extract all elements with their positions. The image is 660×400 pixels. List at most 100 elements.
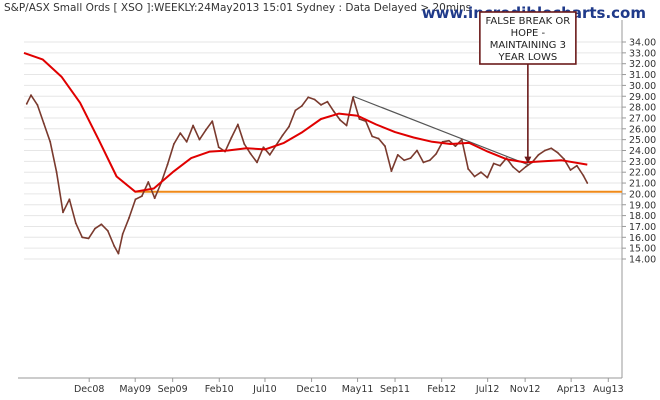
annotation-text: HOPE - xyxy=(511,28,546,39)
price-point xyxy=(49,140,52,143)
price-point xyxy=(217,146,220,149)
price-point xyxy=(36,104,39,106)
price-point xyxy=(256,161,258,164)
price-point xyxy=(339,119,342,122)
x-tick-label: Feb10 xyxy=(205,384,234,395)
y-tick-label: 29.00 xyxy=(629,92,656,103)
price-line xyxy=(25,94,589,255)
x-tick-label: Jul12 xyxy=(475,384,500,395)
price-point xyxy=(384,145,386,148)
price-point xyxy=(262,146,265,149)
trend-line xyxy=(352,95,529,166)
price-point xyxy=(294,109,297,112)
price-point xyxy=(576,164,578,167)
price-point xyxy=(153,197,156,200)
annotation-text: YEAR LOWS xyxy=(498,52,558,63)
price-point xyxy=(106,229,109,232)
y-tick-label: 21.00 xyxy=(629,179,656,190)
price-point xyxy=(192,124,194,127)
y-tick-label: 28.00 xyxy=(629,103,656,114)
price-point xyxy=(128,216,130,219)
price-point xyxy=(288,125,290,128)
annotation-text: MAINTAINING 3 xyxy=(490,40,566,51)
price-point xyxy=(550,147,553,150)
price-point xyxy=(454,145,457,148)
price-point xyxy=(537,153,540,156)
price-point xyxy=(586,182,589,184)
x-tick-label: Dec10 xyxy=(296,384,326,395)
x-tick-label: Sep09 xyxy=(158,384,188,395)
price-point xyxy=(416,149,418,152)
price-point xyxy=(100,223,103,226)
y-tick-label: 27.00 xyxy=(629,113,656,124)
price-point xyxy=(74,222,77,225)
price-point xyxy=(236,123,239,126)
price-point xyxy=(428,159,431,162)
price-point xyxy=(467,168,470,170)
x-tick-label: May11 xyxy=(342,384,374,395)
price-point xyxy=(422,161,425,164)
price-point xyxy=(172,143,175,145)
price-point xyxy=(448,139,450,142)
price-point xyxy=(307,96,310,99)
moving-average-line xyxy=(23,51,588,193)
price-point xyxy=(185,140,188,143)
y-tick-label: 30.00 xyxy=(629,81,656,92)
y-tick-label: 16.00 xyxy=(629,233,656,244)
x-tick-label: Jul10 xyxy=(252,384,277,395)
y-tick-label: 31.00 xyxy=(629,70,656,81)
x-tick-label: Feb12 xyxy=(427,384,456,395)
annotation-arrowhead xyxy=(524,156,532,164)
y-tick-label: 15.00 xyxy=(629,244,656,255)
price-point xyxy=(117,252,120,255)
price-point xyxy=(345,124,348,127)
price-point xyxy=(300,105,303,107)
price-point xyxy=(512,165,514,168)
price-point xyxy=(499,164,502,167)
y-tick-label: 34.00 xyxy=(629,38,656,49)
x-tick-label: Aug13 xyxy=(593,384,624,395)
price-point xyxy=(460,138,463,141)
price-point xyxy=(371,135,374,138)
price-point xyxy=(268,153,271,156)
price-point xyxy=(473,175,476,178)
price-point xyxy=(544,149,546,152)
price-point xyxy=(55,171,58,174)
price-point xyxy=(358,118,361,120)
price-point xyxy=(524,165,527,168)
x-tick-label: May09 xyxy=(119,384,151,395)
annotation-text: FALSE BREAK OR xyxy=(486,16,571,27)
y-tick-label: 32.00 xyxy=(629,59,656,70)
price-point xyxy=(211,120,214,123)
price-point xyxy=(409,157,412,159)
price-point xyxy=(81,236,84,239)
price-point xyxy=(281,134,284,137)
price-point xyxy=(480,171,482,174)
price-point xyxy=(313,98,316,101)
price-point xyxy=(30,94,32,97)
price-point xyxy=(390,170,393,173)
price-point xyxy=(113,245,116,247)
y-tick-label: 19.00 xyxy=(629,200,656,211)
y-tick-label: 24.00 xyxy=(629,146,656,157)
price-point xyxy=(332,110,335,113)
price-point xyxy=(179,132,182,135)
price-point xyxy=(352,96,354,99)
y-tick-label: 33.00 xyxy=(629,48,656,59)
y-tick-label: 14.00 xyxy=(629,255,656,266)
price-point xyxy=(582,174,585,177)
price-point xyxy=(42,122,45,125)
x-tick-label: Dec08 xyxy=(74,384,104,395)
annotation-box xyxy=(479,11,577,65)
price-point xyxy=(249,152,252,155)
y-tick-label: 17.00 xyxy=(629,222,656,233)
price-point xyxy=(204,128,207,131)
price-point xyxy=(140,195,143,197)
price-point xyxy=(25,102,28,105)
price-point xyxy=(569,169,572,171)
price-point xyxy=(326,100,329,103)
price-point xyxy=(134,198,137,201)
price-point xyxy=(518,171,521,174)
